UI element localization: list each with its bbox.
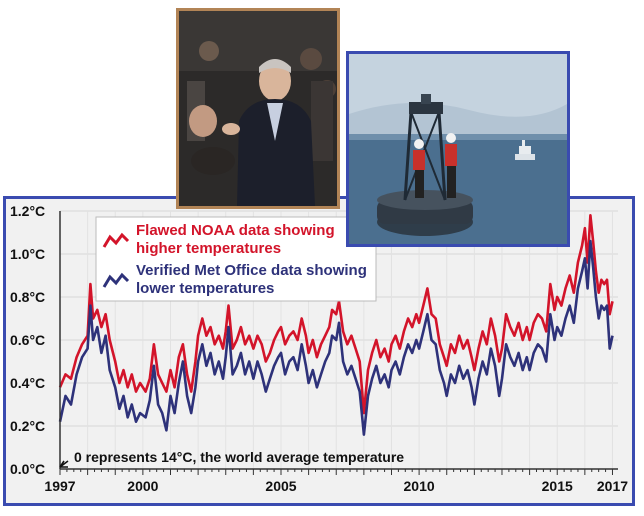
y-tick-label: 1.0°C (10, 246, 45, 262)
legend-label-red-2: higher temperatures (136, 240, 281, 257)
y-tick-label: 0.2°C (10, 418, 45, 434)
legend-label-blue-2: lower temperatures (136, 280, 274, 297)
y-tick-label: 0.6°C (10, 332, 45, 348)
ocean-buoy-art (349, 54, 567, 244)
y-tick-label: 0.4°C (10, 375, 45, 391)
x-tick-label: 2015 (542, 478, 573, 494)
legend-label-red: Flawed NOAA data showing (136, 222, 335, 239)
legend-label-blue: Verified Met Office data showing (136, 262, 367, 279)
ocean-buoy-photo (346, 51, 570, 247)
series-line-met-office (58, 239, 614, 436)
annotation: 0 represents 14°C, the world average tem… (59, 449, 404, 468)
x-tick-label: 2010 (404, 478, 435, 494)
x-tick-label: 2000 (127, 478, 158, 494)
y-tick-label: 0.8°C (10, 289, 45, 305)
x-tick-label: 2017 (597, 478, 628, 494)
speaker-photo-art (179, 11, 337, 206)
chart-frame: 0.0°C 0.2°C 0.4°C 0.6°C 0.8°C 1.0°C 1.2°C 1997 2… (3, 196, 635, 506)
series-lines (58, 214, 614, 436)
legend-box (95, 216, 377, 302)
x-tick-label: 1997 (44, 478, 75, 494)
annotation-arrow-icon (59, 460, 69, 468)
x-tick-label: 2005 (265, 478, 296, 494)
series-line-noaa (58, 214, 614, 415)
legend-swatch-blue (102, 272, 130, 288)
y-tick-label: 1.2°C (10, 203, 45, 219)
axes: 0.0°C 0.2°C 0.4°C 0.6°C 0.8°C 1.0°C 1.2°C 1997 2… (10, 203, 628, 494)
speaker-photo (176, 8, 340, 209)
annotation-text: 0 represents 14°C, the world average tem… (74, 449, 404, 465)
y-tick-label: 0.0°C (10, 461, 45, 477)
legend-swatch-red (102, 232, 130, 248)
legend: Flawed NOAA data showing higher temperat… (95, 216, 377, 302)
